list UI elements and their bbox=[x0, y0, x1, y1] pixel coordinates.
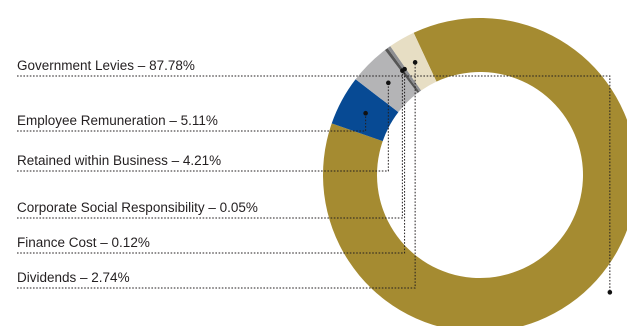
leader-line-dividends bbox=[17, 62, 416, 289]
leader-dot-dividends bbox=[412, 60, 418, 65]
slice-employee-remuneration bbox=[331, 79, 399, 142]
label-retained-within-business: Retained within Business – 4.21% bbox=[17, 153, 222, 168]
leader-line-employee-remuneration bbox=[17, 113, 367, 132]
slice-government-levies bbox=[323, 18, 627, 331]
label-finance-cost: Finance Cost – 0.12% bbox=[17, 235, 150, 250]
leader-line-retained-within-business bbox=[17, 82, 389, 172]
chart-slices bbox=[323, 18, 627, 331]
label-government-levies: Government Levies – 87.78% bbox=[17, 58, 195, 73]
label-dividends: Dividends – 2.74% bbox=[17, 270, 130, 285]
leader-line-government-levies bbox=[17, 75, 611, 293]
label-corporate-social-responsibility: Corporate Social Responsibility – 0.05% bbox=[17, 200, 258, 215]
label-employee-remuneration: Employee Remuneration – 5.11% bbox=[17, 113, 218, 128]
chart-leader-lines bbox=[17, 60, 613, 295]
leader-dot-finance-cost bbox=[402, 66, 407, 72]
leader-line-corporate-social-responsibility bbox=[17, 70, 403, 219]
leader-dot-retained-within-business bbox=[386, 80, 391, 86]
leader-dot-employee-remuneration bbox=[363, 110, 368, 116]
leader-line-finance-cost bbox=[17, 69, 406, 254]
leader-dot-government-levies bbox=[607, 290, 613, 295]
